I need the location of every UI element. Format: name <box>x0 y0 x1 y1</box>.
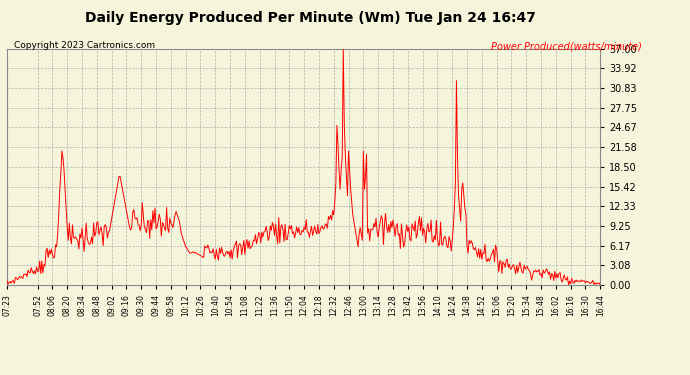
Text: Power Produced(watts/minute): Power Produced(watts/minute) <box>491 41 642 51</box>
Text: Copyright 2023 Cartronics.com: Copyright 2023 Cartronics.com <box>14 41 155 50</box>
Text: Daily Energy Produced Per Minute (Wm) Tue Jan 24 16:47: Daily Energy Produced Per Minute (Wm) Tu… <box>85 11 536 25</box>
